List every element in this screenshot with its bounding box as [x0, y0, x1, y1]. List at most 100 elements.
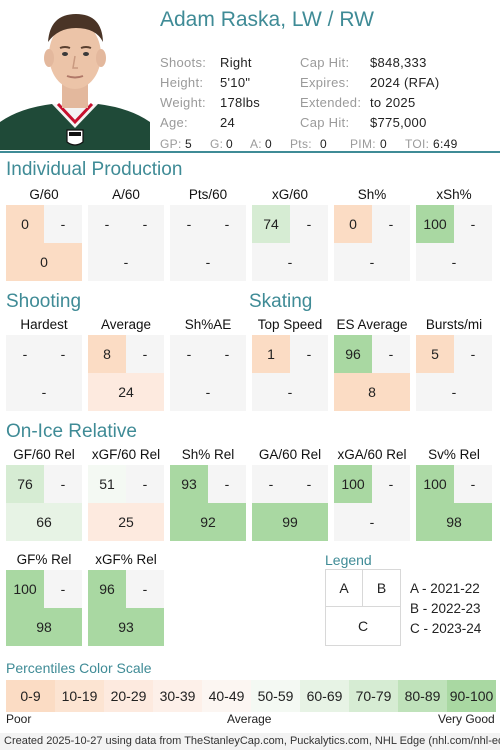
scale-bin-70-79: 70-79: [349, 680, 398, 712]
legend-box-b: B: [362, 569, 401, 607]
new-cap-hit-value: $775,000: [370, 115, 427, 130]
metric-label-xsh: xSh%: [436, 187, 472, 202]
metric-cell-b-sh: -: [372, 205, 410, 243]
metric-cell-c-sv-rel: 98: [416, 503, 492, 541]
metric-cell-b-es-average: -: [372, 335, 410, 373]
metric-cell-a-ga-60-rel: -: [252, 465, 290, 503]
legend-title: Legend: [325, 552, 372, 568]
scale-bin-20-29: 20-29: [104, 680, 153, 712]
metric-cell-b-ga-60-rel: -: [290, 465, 328, 503]
metric-cell-b-gf-60-rel: -: [44, 465, 82, 503]
scale-bin-30-39: 30-39: [153, 680, 202, 712]
metric-cell-c-xg-60: -: [252, 243, 328, 281]
metric-label-pts-60: Pts/60: [188, 187, 228, 202]
metric-cell-a-xsh: 100: [416, 205, 454, 243]
metric-cell-c-xgf-60-rel: 25: [88, 503, 164, 541]
weight-value: 178lbs: [220, 95, 261, 110]
expires-value: 2024 (RFA): [370, 75, 440, 90]
metric-cell-c-sh-ae: -: [170, 373, 246, 411]
metric-cell-b-hardest: -: [44, 335, 82, 373]
cap-hit-label: Cap Hit:: [300, 55, 350, 70]
toi-value: 6:49: [433, 137, 458, 151]
metric-cell-c-xga-60-rel: -: [334, 503, 410, 541]
scale-low-label: Poor: [6, 712, 32, 726]
header-divider: [0, 151, 500, 153]
metric-cell-a-top-speed: 1: [252, 335, 290, 373]
metric-cell-b-xg-60: -: [290, 205, 328, 243]
metric-cell-b-sh-ae: -: [208, 335, 246, 373]
shoots-label: Shoots:: [160, 55, 207, 70]
color-scale-title: Percentiles Color Scale: [6, 660, 152, 676]
toi-label: TOI:: [405, 137, 430, 151]
metric-label-xgf-rel: xGF% Rel: [95, 552, 157, 567]
metric-cell-a-gf-rel: 100: [6, 570, 44, 608]
metric-cell-c-a-60: -: [88, 243, 164, 281]
metric-cell-a-g-60: 0: [6, 205, 44, 243]
scale-bin-50-59: 50-59: [251, 680, 300, 712]
metric-cell-c-gf-rel: 98: [6, 608, 82, 646]
metric-cell-a-sh: 0: [334, 205, 372, 243]
metric-cell-a-xgf-60-rel: 51: [88, 465, 126, 503]
weight-label: Weight:: [160, 95, 206, 110]
scale-bin-40-49: 40-49: [202, 680, 251, 712]
metric-cell-c-ga-60-rel: 99: [252, 503, 328, 541]
metric-label-g-60: G/60: [29, 187, 59, 202]
player-name: Adam Raska, LW / RW: [160, 8, 374, 31]
metric-cell-a-gf-60-rel: 76: [6, 465, 44, 503]
metric-label-xg-60: xG/60: [271, 187, 309, 202]
metric-cell-b-g-60: -: [44, 205, 82, 243]
metric-label-hardest: Hardest: [20, 317, 68, 332]
skating-title: Skating: [249, 291, 313, 312]
metric-label-bursts-mi: Bursts/mi: [425, 317, 483, 332]
scale-bin-90-100: 90-100: [447, 680, 496, 712]
goals-value: 0: [226, 137, 233, 151]
metric-label-gf-rel: GF% Rel: [16, 552, 72, 567]
metric-cell-b-sv-rel: -: [454, 465, 492, 503]
scale-bin-80-89: 80-89: [398, 680, 447, 712]
new-cap-hit-label: Cap Hit:: [300, 115, 350, 130]
metric-label-sh-ae: Sh%AE: [184, 317, 232, 332]
metric-cell-a-es-average: 96: [334, 335, 372, 373]
metric-cell-a-xgf-rel: 96: [88, 570, 126, 608]
metric-cell-c-top-speed: -: [252, 373, 328, 411]
gp-value: 5: [185, 137, 192, 151]
metric-cell-b-xga-60-rel: -: [372, 465, 410, 503]
metric-cell-b-xgf-rel: -: [126, 570, 164, 608]
metric-label-gf-60-rel: GF/60 Rel: [13, 447, 75, 462]
metric-cell-b-a-60: -: [126, 205, 164, 243]
shooting-title: Shooting: [6, 291, 82, 312]
metric-cell-a-xga-60-rel: 100: [334, 465, 372, 503]
metric-cell-c-pts-60: -: [170, 243, 246, 281]
metric-cell-c-g-60: 0: [6, 243, 82, 281]
metric-cell-b-gf-rel: -: [44, 570, 82, 608]
pim-label: PIM:: [350, 137, 376, 151]
metric-label-average: Average: [100, 317, 152, 332]
metric-label-top-speed: Top Speed: [257, 317, 323, 332]
assists-value: 0: [265, 137, 272, 151]
metric-cell-c-average: 24: [88, 373, 164, 411]
metric-cell-b-average: -: [126, 335, 164, 373]
metric-label-es-average: ES Average: [336, 317, 408, 332]
age-value: 24: [220, 115, 236, 130]
extended-value: to 2025: [370, 95, 416, 110]
metric-cell-b-pts-60: -: [208, 205, 246, 243]
points-label: Pts:: [290, 137, 312, 151]
legend-box-c: C: [325, 606, 401, 646]
metric-cell-c-bursts-mi: -: [416, 373, 492, 411]
scale-bin-10-19: 10-19: [55, 680, 104, 712]
metric-cell-b-xgf-60-rel: -: [126, 465, 164, 503]
legend-entry-b: B - 2022-23: [410, 601, 481, 616]
metric-cell-c-es-average: 8: [334, 373, 410, 411]
metric-label-sh: Sh%: [357, 187, 387, 202]
goals-label: G:: [210, 137, 224, 151]
legend-entry-c: C - 2023-24: [410, 621, 482, 636]
metric-cell-c-xsh: -: [416, 243, 492, 281]
gp-label: GP:: [160, 137, 182, 151]
scale-bin-0-9: 0-9: [6, 680, 55, 712]
metric-cell-b-xsh: -: [454, 205, 492, 243]
cap-hit-value: $848,333: [370, 55, 427, 70]
metric-cell-b-bursts-mi: -: [454, 335, 492, 373]
metric-label-xga-60-rel: xGA/60 Rel: [337, 447, 407, 462]
metric-cell-a-bursts-mi: 5: [416, 335, 454, 373]
metric-label-xgf-60-rel: xGF/60 Rel: [91, 447, 161, 462]
